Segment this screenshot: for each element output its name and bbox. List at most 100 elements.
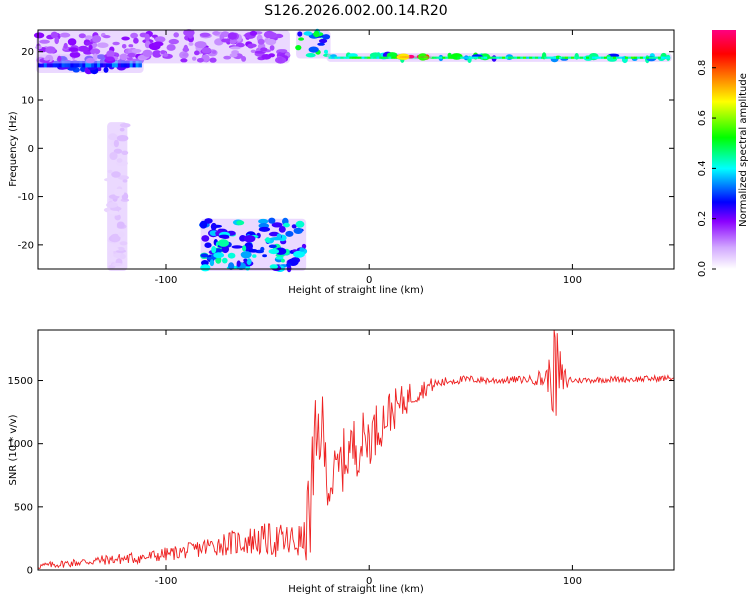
heatmap-cell <box>268 217 276 224</box>
heatmap-cell <box>433 56 437 59</box>
heatmap-cell <box>645 56 650 59</box>
heatmap-cell <box>88 60 92 68</box>
heatmap-cell <box>126 57 133 61</box>
heatmap-cell <box>128 44 134 48</box>
heatmap-cell <box>209 57 217 63</box>
heatmap-cell <box>117 60 122 68</box>
heatmap-cell <box>84 35 93 40</box>
heatmap-cell <box>397 53 410 60</box>
heatmap-cell <box>111 60 116 68</box>
heatmap-cell <box>127 52 136 58</box>
heatmap-cell <box>295 45 302 51</box>
x-tick-label: 100 <box>563 275 582 286</box>
heatmap-cell <box>50 31 59 39</box>
heatmap-cell <box>217 239 229 247</box>
heatmap-cell <box>355 56 359 59</box>
heatmap-cell <box>571 56 575 59</box>
heatmap-cell <box>280 258 285 263</box>
heatmap-cell <box>621 56 626 59</box>
heatmap-cell <box>100 60 104 68</box>
heatmap-cell <box>103 67 109 73</box>
heatmap-cell <box>343 56 347 59</box>
heatmap-cell <box>73 60 77 68</box>
y-tick-label: 1000 <box>8 439 33 450</box>
heatmap-cell <box>162 53 169 57</box>
heatmap-cell <box>121 150 129 155</box>
heatmap-cell <box>541 56 545 59</box>
heatmap-cell <box>423 55 429 60</box>
heatmap-cell <box>204 242 212 248</box>
colorbar-ticks: 0.0 0.2 0.4 0.6 0.8 <box>697 60 716 277</box>
heatmap-cell <box>487 56 491 59</box>
heatmap-cell <box>303 31 313 36</box>
snr-frame <box>37 329 675 571</box>
heatmap-cell <box>119 241 128 246</box>
heatmap-cell <box>108 133 118 141</box>
heatmap-cell <box>43 57 50 61</box>
heatmap-cell <box>106 202 118 208</box>
heatmap-cell <box>52 60 57 68</box>
heatmap-cell <box>547 56 551 59</box>
heatmap-cell <box>119 53 129 61</box>
heatmap-cell <box>93 53 98 61</box>
heatmap-cell <box>454 56 458 59</box>
heatmap-cell <box>132 60 136 68</box>
heatmap-cell <box>639 56 644 59</box>
heatmap-cell <box>90 48 101 55</box>
heatmap-cell <box>63 42 68 49</box>
heatmap-cell <box>268 248 280 255</box>
x-tick-label: -100 <box>155 576 178 587</box>
heatmap-cell <box>144 33 150 42</box>
spectrogram-x-ticks: -100 0 100 <box>155 30 582 286</box>
heatmap-cell <box>262 254 267 258</box>
heatmap-feature <box>295 28 332 59</box>
heatmap-cell <box>114 214 121 221</box>
spectrogram-frame <box>37 29 675 270</box>
heatmap-cell <box>595 56 599 59</box>
heatmap-cell <box>606 56 611 59</box>
heatmap-cell <box>92 35 102 43</box>
heatmap-cell <box>154 36 166 43</box>
heatmap-cell <box>457 56 461 59</box>
heatmap-cell <box>173 32 179 38</box>
heatmap-cell <box>269 45 275 51</box>
heatmap-cell <box>520 56 524 59</box>
heatmap-cell <box>107 169 113 174</box>
heatmap-cell <box>379 56 383 59</box>
heatmap-cell <box>138 60 142 68</box>
heatmap-cell <box>448 56 452 59</box>
heatmap-cell <box>227 32 237 40</box>
heatmap-cell <box>85 57 95 64</box>
heatmap-cell <box>58 60 62 68</box>
heatmap-cell <box>268 244 277 249</box>
heatmap-cell <box>657 56 662 59</box>
heatmap-cell <box>212 31 221 36</box>
heatmap-cell <box>436 56 440 59</box>
heatmap-cell <box>82 60 86 68</box>
heatmap-cell <box>451 56 455 59</box>
heatmap-cell <box>466 56 470 59</box>
y-tick-label: 1500 <box>8 376 33 387</box>
heatmap-cell <box>211 246 217 254</box>
heatmap-cell <box>663 56 668 59</box>
heatmap-cell <box>97 60 101 68</box>
heatmap-cell <box>109 152 118 160</box>
heatmap-cell <box>213 252 225 259</box>
heatmap-cell <box>231 50 240 55</box>
heatmap-cell <box>268 53 276 58</box>
heatmap-cell <box>618 56 623 59</box>
heatmap-cell <box>271 222 283 228</box>
heatmap-cell <box>242 245 247 252</box>
heatmap-cell <box>490 56 494 59</box>
heatmap-cell <box>328 56 332 59</box>
heatmap-cell <box>505 56 509 59</box>
heatmap-cell <box>260 47 268 52</box>
heatmap-cell <box>442 56 446 59</box>
heatmap-cell <box>45 46 56 54</box>
heatmap-cell <box>269 264 279 269</box>
heatmap-cell <box>642 56 647 59</box>
snr-series-line <box>37 329 675 569</box>
heatmap-cell <box>85 41 93 45</box>
heatmap-cell <box>293 250 305 258</box>
